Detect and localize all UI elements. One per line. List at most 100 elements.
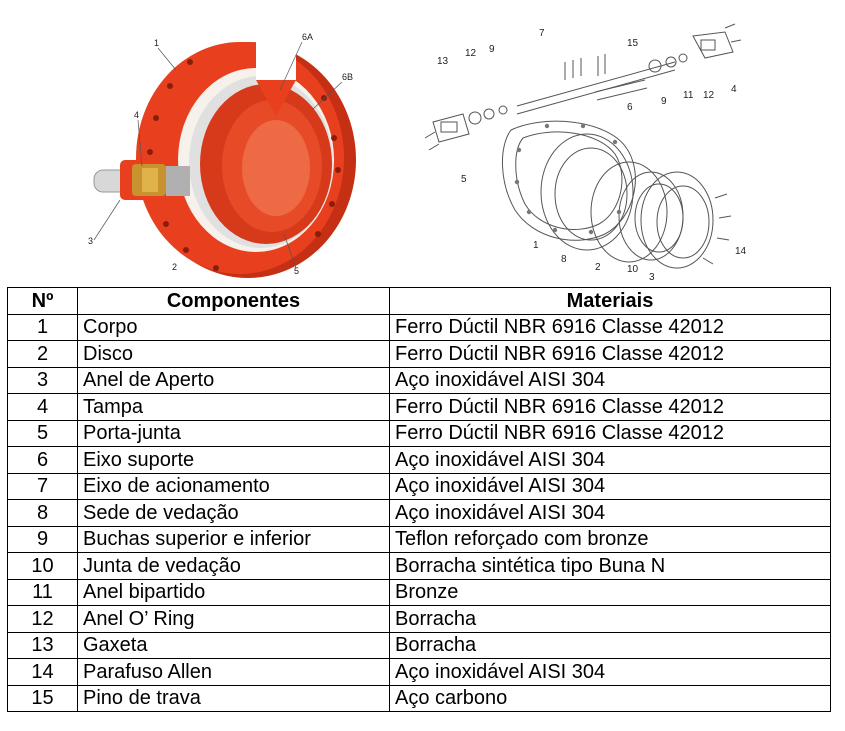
callout-label: 1 <box>533 240 539 251</box>
cell-component: Eixo suporte <box>77 446 390 474</box>
left-leader-lines <box>93 41 343 269</box>
callout-label: 8 <box>561 254 567 265</box>
table-header: Nº Componentes Materiais <box>7 287 831 315</box>
callout-label: 14 <box>735 246 747 257</box>
cell-material: Aço inoxidável AISI 304 <box>389 472 831 500</box>
table-row: 4 Tampa Ferro Dúctil NBR 6916 Classe 42012 <box>7 393 831 421</box>
cell-component: Corpo <box>77 313 390 341</box>
cell-material: Ferro Dúctil NBR 6916 Classe 42012 <box>389 340 831 368</box>
callout-label: 6B <box>342 72 353 82</box>
cell-number: 9 <box>7 525 78 553</box>
cell-number: 2 <box>7 340 78 368</box>
table-row: 10 Junta de vedação Borracha sintética tip… <box>7 552 831 580</box>
callout-label: 4 <box>731 84 737 95</box>
table-row: 1 Corpo Ferro Dúctil NBR 6916 Classe 42012 <box>7 313 831 341</box>
left-callouts: 1 6A 6B 4 3 2 5 <box>88 32 353 276</box>
callout-label: 12 <box>703 90 715 101</box>
cell-material: Aço inoxidável AISI 304 <box>389 658 831 686</box>
cell-component: Eixo de acionamento <box>77 472 390 500</box>
callout-label: 6 <box>627 102 633 113</box>
cell-component: Buchas superior e inferior <box>77 525 390 553</box>
header-components: Componentes <box>77 287 390 315</box>
right-callouts: 7 13 12 9 15 4 12 11 9 6 5 1 8 2 10 3 14 <box>437 28 747 280</box>
cell-material: Aço inoxidável AISI 304 <box>389 446 831 474</box>
cell-number: 8 <box>7 499 78 527</box>
cell-component: Anel de Aperto <box>77 366 390 394</box>
cell-number: 12 <box>7 605 78 633</box>
cell-component: Pino de trava <box>77 684 390 712</box>
components-table: Nº Componentes Materiais 1 Corpo Ferro Dúc… <box>7 287 831 712</box>
cell-component: Disco <box>77 340 390 368</box>
callout-label: 9 <box>661 96 667 107</box>
table-row: 15 Pino de trava Aço carbono <box>7 684 831 712</box>
table-row: 12 Anel O’ Ring Borracha <box>7 605 831 633</box>
cell-material: Borracha <box>389 631 831 659</box>
cell-material: Borracha sintética tipo Buna N <box>389 552 831 580</box>
cell-number: 14 <box>7 658 78 686</box>
valve-cutaway-illustration: 1 6A 6B 4 3 2 5 <box>88 32 356 278</box>
cell-component: Porta-junta <box>77 419 390 447</box>
exploded-parts <box>424 23 742 269</box>
cell-number: 6 <box>7 446 78 474</box>
table-row: 2 Disco Ferro Dúctil NBR 6916 Classe 42012 <box>7 340 831 368</box>
table-row: 7 Eixo de acionamento Aço inoxidável AISI … <box>7 472 831 500</box>
cell-material: Teflon reforçado com bronze <box>389 525 831 553</box>
callout-label: 7 <box>539 28 545 39</box>
callout-label: 5 <box>461 174 467 185</box>
table-row: 5 Porta-junta Ferro Dúctil NBR 6916 Classe… <box>7 419 831 447</box>
cell-material: Bronze <box>389 578 831 606</box>
header-number: Nº <box>7 287 78 315</box>
table-header-row: Nº Componentes Materiais <box>7 287 831 315</box>
callout-label: 6A <box>302 32 313 42</box>
table-row: 13 Gaxeta Borracha <box>7 631 831 659</box>
table-row: 3 Anel de Aperto Aço inoxidável AISI 304 <box>7 366 831 394</box>
cell-material: Borracha <box>389 605 831 633</box>
cell-component: Anel bipartido <box>77 578 390 606</box>
cell-component: Gaxeta <box>77 631 390 659</box>
callout-label: 12 <box>465 48 477 59</box>
cell-number: 10 <box>7 552 78 580</box>
table-row: 8 Sede de vedação Aço inoxidável AISI 304 <box>7 499 831 527</box>
cell-component: Sede de vedação <box>77 499 390 527</box>
cell-material: Ferro Dúctil NBR 6916 Classe 42012 <box>389 419 831 447</box>
cell-component: Parafuso Allen <box>77 658 390 686</box>
cell-material: Ferro Dúctil NBR 6916 Classe 42012 <box>389 393 831 421</box>
table-row: 6 Eixo suporte Aço inoxidável AISI 304 <box>7 446 831 474</box>
valve-body <box>136 40 356 278</box>
table-body: 1 Corpo Ferro Dúctil NBR 6916 Classe 42012… <box>7 313 831 712</box>
figures-area: 1 6A 6B 4 3 2 5 <box>0 0 845 282</box>
callout-label: 2 <box>172 262 177 272</box>
callout-label: 10 <box>627 264 639 275</box>
callout-label: 3 <box>88 236 93 246</box>
callout-label: 2 <box>595 262 601 273</box>
table-row: 14 Parafuso Allen Aço inoxidável AISI 304 <box>7 658 831 686</box>
callout-label: 4 <box>134 110 139 120</box>
table-row: 9 Buchas superior e inferior Teflon reforç… <box>7 525 831 553</box>
cell-material: Aço inoxidável AISI 304 <box>389 499 831 527</box>
body-bolt-holes <box>514 123 622 235</box>
exploded-view-drawing: 7 13 12 9 15 4 12 11 9 6 5 1 8 2 10 3 14 <box>424 23 747 280</box>
callout-label: 9 <box>489 44 495 55</box>
actuator-shaft <box>93 160 190 200</box>
cell-number: 7 <box>7 472 78 500</box>
cell-number: 3 <box>7 366 78 394</box>
table-row: 11 Anel bipartido Bronze <box>7 578 831 606</box>
cell-component: Junta de vedação <box>77 552 390 580</box>
cell-material: Aço inoxidável AISI 304 <box>389 366 831 394</box>
callout-label: 15 <box>627 38 639 49</box>
callout-label: 13 <box>437 56 449 67</box>
cell-material: Ferro Dúctil NBR 6916 Classe 42012 <box>389 313 831 341</box>
cell-number: 5 <box>7 419 78 447</box>
cell-number: 1 <box>7 313 78 341</box>
cell-number: 13 <box>7 631 78 659</box>
callout-label: 1 <box>154 38 159 48</box>
callout-label: 5 <box>294 266 299 276</box>
cell-number: 11 <box>7 578 78 606</box>
cell-component: Tampa <box>77 393 390 421</box>
callout-label: 11 <box>683 90 694 101</box>
cell-component: Anel O’ Ring <box>77 605 390 633</box>
cell-material: Aço carbono <box>389 684 831 712</box>
cell-number: 15 <box>7 684 78 712</box>
cell-number: 4 <box>7 393 78 421</box>
callout-label: 3 <box>649 272 655 280</box>
